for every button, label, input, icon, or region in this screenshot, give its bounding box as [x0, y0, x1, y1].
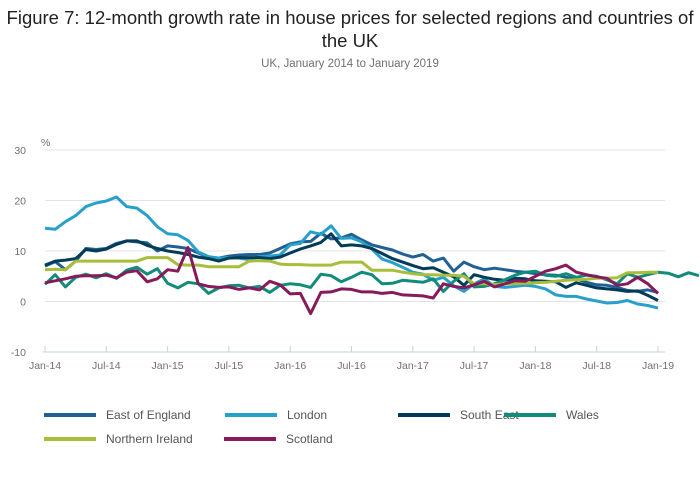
y-tick-label: 30	[14, 145, 26, 157]
x-axis: Jan-14 Jul-14 Jan-15 Jul-15 Jan-16 Jul-16 Jan-…	[29, 346, 674, 372]
x-tick-label: Jan-17	[397, 360, 429, 372]
legend-label: East of England	[106, 408, 191, 422]
x-tick-label: Jul-15	[215, 360, 244, 372]
chart-subtitle: UK, January 2014 to January 2019	[261, 58, 439, 70]
x-tick-label: Jan-18	[519, 360, 551, 372]
legend-label: Wales	[566, 408, 599, 422]
gridlines	[45, 149, 665, 302]
series-line-london[interactable]	[44, 195, 659, 310]
legend-swatch	[398, 413, 450, 417]
y-tick-label: -10	[11, 347, 26, 359]
x-tick-label: Jan-14	[29, 360, 61, 372]
y-tick-label: 0	[20, 297, 26, 309]
y-tick-label: 10	[14, 246, 26, 258]
series-lines	[43, 195, 700, 316]
y-axis-ticks: -10 0 10 20 30	[11, 145, 26, 359]
x-tick-label: Jul-17	[460, 360, 489, 372]
x-tick-label: Jan-16	[274, 360, 306, 372]
legend-item-london[interactable]: London	[225, 406, 327, 424]
series-line-northern-ireland[interactable]	[44, 256, 658, 287]
x-tick-label: Jul-16	[337, 360, 366, 372]
x-tick-label: Jan-15	[152, 360, 184, 372]
legend-label: Northern Ireland	[106, 432, 193, 446]
y-tick-label: 20	[14, 196, 26, 208]
series-line-scotland[interactable]	[44, 246, 660, 316]
legend-swatch	[224, 437, 276, 441]
legend-swatch	[44, 413, 96, 417]
legend-item-wales[interactable]: Wales	[504, 406, 599, 424]
legend-item-scotland[interactable]: Scotland	[224, 430, 333, 448]
x-tick-label: Jul-14	[92, 360, 121, 372]
legend-item-south-east[interactable]: South East	[398, 406, 519, 424]
legend-swatch	[504, 413, 556, 417]
legend-label: South East	[460, 408, 519, 422]
legend-swatch	[225, 413, 277, 417]
x-tick-label: Jan-19	[642, 360, 674, 372]
chart-title: Figure 7: 12-month growth rate in house …	[6, 7, 694, 51]
y-axis-unit-label: %	[41, 137, 50, 149]
legend-label: Scotland	[286, 432, 333, 446]
legend-swatch	[44, 437, 96, 441]
legend-item-east-of-england[interactable]: East of England	[44, 406, 191, 424]
legend-item-northern-ireland[interactable]: Northern Ireland	[44, 430, 193, 448]
legend-label: London	[287, 408, 328, 422]
x-tick-label: Jul-18	[582, 360, 611, 372]
